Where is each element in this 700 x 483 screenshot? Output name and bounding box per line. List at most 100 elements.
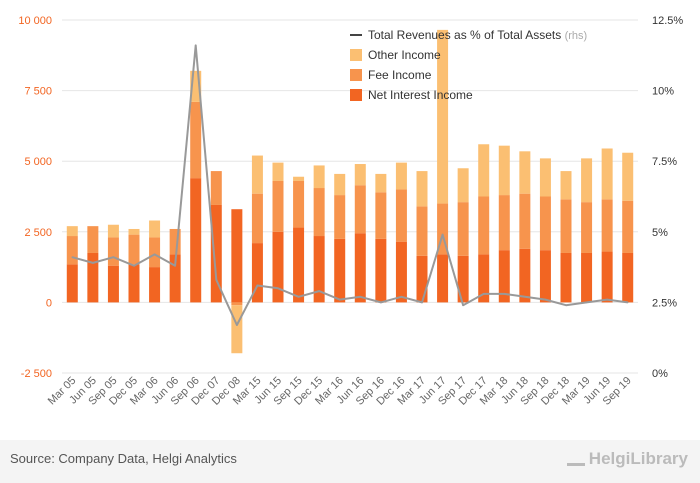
bar-fee	[498, 195, 510, 251]
bar-fee	[149, 237, 161, 268]
ratio-point	[400, 295, 403, 298]
bar-net-interest	[293, 227, 305, 303]
bar-fee	[354, 185, 366, 234]
bar-fee	[334, 195, 346, 239]
bar-net-interest	[334, 238, 346, 303]
ratio-point	[359, 295, 362, 298]
legend-label: Net Interest Income	[368, 88, 473, 102]
bar-net-interest	[416, 255, 428, 303]
legend-label: Fee Income	[368, 68, 432, 82]
ratio-point	[92, 262, 94, 264]
left-tick-label: 7 500	[24, 86, 52, 98]
ratio-point	[462, 304, 464, 307]
bar-other	[416, 171, 428, 207]
bar-other	[375, 173, 387, 193]
bar-other	[498, 145, 510, 196]
library-icon	[566, 451, 585, 466]
bar-fee	[66, 236, 78, 265]
bar-other	[437, 29, 449, 204]
ratio-point	[380, 301, 382, 304]
bar-other	[519, 151, 531, 194]
bar-net-interest	[313, 236, 325, 303]
bar-fee	[107, 237, 119, 266]
legend-label: Other Income	[368, 48, 441, 62]
bar-other	[149, 220, 161, 238]
bar-fee	[251, 193, 263, 244]
ratio-point	[277, 287, 279, 290]
footer: Source: Company Data, Helgi Analytics He…	[0, 440, 700, 483]
bar-net-interest	[622, 252, 634, 303]
bar-net-interest	[581, 252, 593, 303]
ratio-point	[297, 295, 300, 298]
revenue-chart: -2 500 0 2 500 5 000 7 500 10 000 0% 2.5% 5% 7.5…	[18, 15, 683, 408]
bar-fee	[601, 199, 613, 252]
bar-fee	[375, 192, 387, 239]
bar-net-interest	[498, 250, 510, 303]
ratio-point	[318, 290, 320, 292]
bar-other	[622, 152, 634, 201]
legend-swatch	[350, 49, 362, 61]
bar-other	[560, 171, 572, 200]
bar-other	[251, 155, 263, 194]
bar-net-interest	[128, 264, 140, 303]
ratio-point	[338, 298, 341, 301]
left-tick-label: 0	[46, 297, 52, 309]
right-tick-label: 0%	[652, 368, 668, 380]
bar-net-interest	[601, 251, 613, 303]
bar-net-interest	[87, 252, 99, 303]
right-axis: 0% 2.5% 5% 7.5% 10% 12.5%	[652, 15, 683, 380]
right-tick-label: 10%	[652, 86, 674, 98]
bar-other	[478, 144, 490, 197]
bar-other	[190, 70, 202, 102]
brand-name: HelgiLibrary	[588, 449, 688, 468]
brand-logo[interactable]: HelgiLibrary	[566, 449, 688, 469]
bar-fee	[87, 226, 99, 253]
bar-other	[539, 158, 551, 197]
bar-other	[128, 228, 140, 235]
bar-net-interest	[272, 231, 284, 303]
ratio-point	[606, 298, 608, 301]
bar-net-interest	[231, 209, 243, 303]
ratio-point	[256, 284, 259, 287]
bar-other	[313, 165, 325, 189]
bar-net-interest	[560, 252, 572, 303]
ratio-point	[503, 293, 506, 295]
ratio-point	[626, 301, 629, 304]
bar-other	[581, 158, 593, 203]
bar-net-interest	[210, 204, 222, 303]
ratio-point	[565, 304, 567, 307]
bar-net-interest	[169, 254, 181, 303]
bar-fee	[395, 189, 407, 242]
ratio-point	[112, 256, 115, 259]
ratio-point	[71, 256, 74, 259]
bar-other	[601, 148, 613, 200]
ratio-point	[524, 295, 526, 298]
right-tick-label: 5%	[652, 227, 668, 239]
bar-fee	[416, 206, 428, 256]
bar-fee	[313, 188, 325, 237]
bar-net-interest	[190, 178, 202, 303]
bar-other	[395, 162, 407, 190]
left-axis: -2 500 0 2 500 5 000 7 500 10 000	[18, 15, 52, 380]
bar-fee	[519, 193, 531, 249]
bar-net-interest	[66, 264, 78, 303]
bar-other	[354, 164, 366, 186]
bar-other	[107, 224, 119, 238]
right-tick-label: 12.5%	[652, 15, 683, 27]
bar-fee	[457, 202, 469, 256]
ratio-point	[544, 298, 547, 301]
left-tick-label: -2 500	[21, 368, 52, 380]
bar-fee	[231, 302, 243, 306]
ratio-point	[585, 301, 588, 304]
bar-net-interest	[457, 255, 469, 303]
bar-fee	[581, 202, 593, 253]
bar-net-interest	[395, 241, 407, 303]
bar-fee	[622, 200, 634, 253]
bar-fee	[210, 171, 222, 205]
bar-other	[272, 162, 284, 181]
ratio-point	[421, 301, 423, 304]
left-tick-label: 5 000	[24, 156, 52, 168]
bar-fee	[128, 234, 140, 265]
ratio-point	[215, 279, 218, 281]
legend-swatch	[350, 89, 362, 101]
